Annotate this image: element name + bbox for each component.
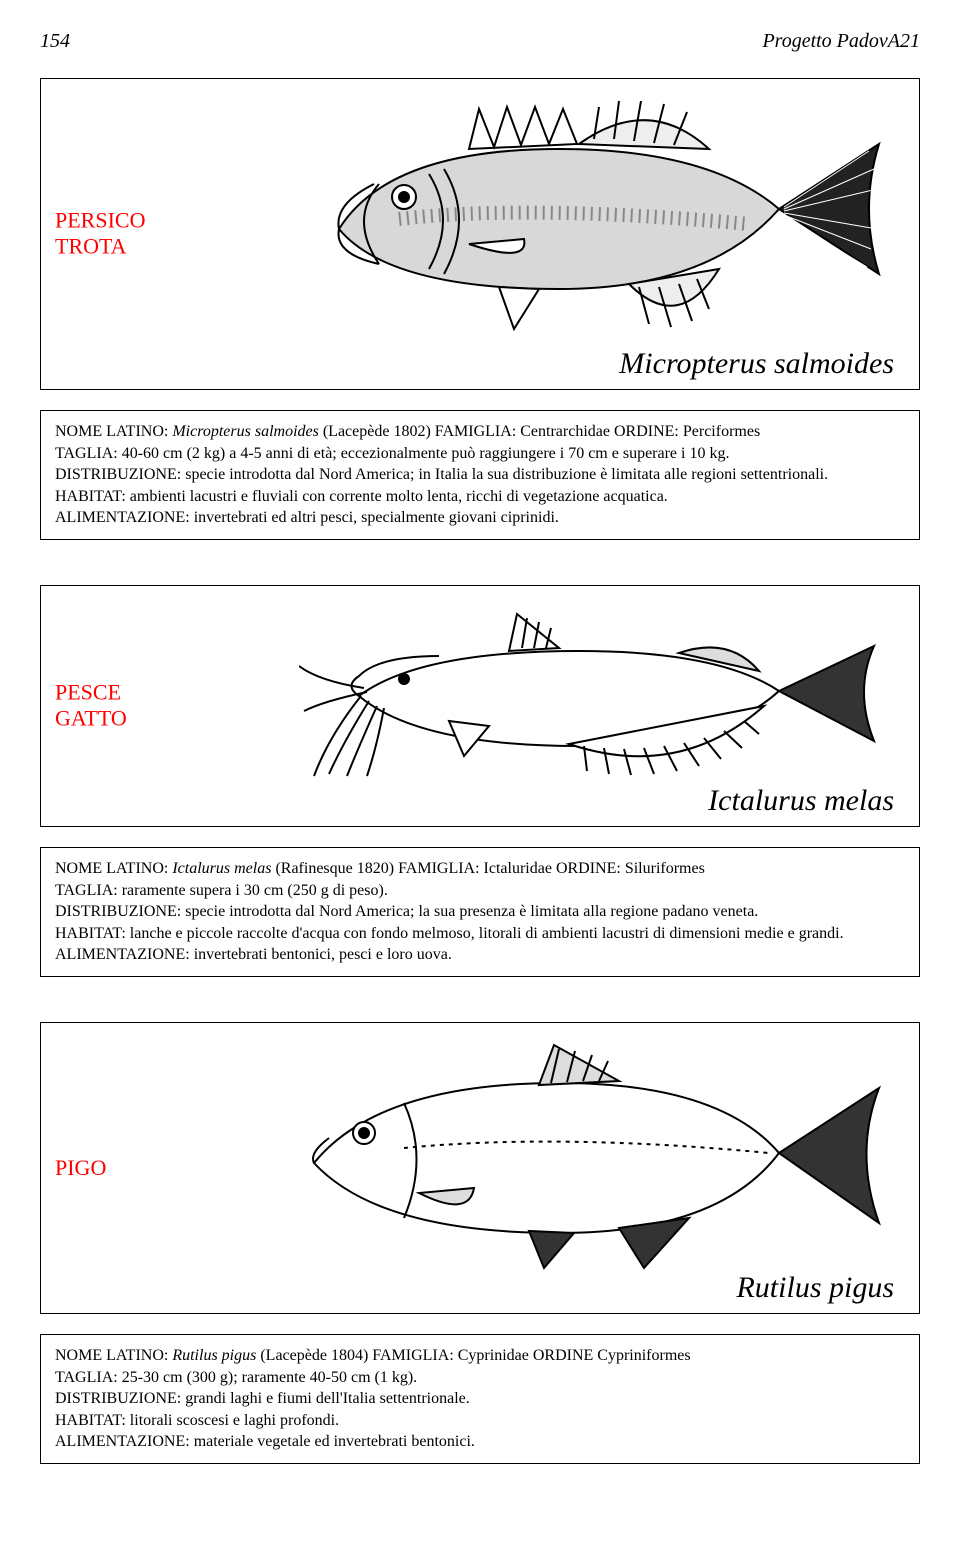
line-alimentazione: ALIMENTAZIONE: materiale vegetale ed inv… — [55, 1431, 905, 1453]
line-habitat: HABITAT: ambienti lacustri e fluviali co… — [55, 486, 905, 508]
fish-illustration-catfish — [299, 596, 899, 786]
line-taglia: TAGLIA: 25-30 cm (300 g); raramente 40-5… — [55, 1367, 905, 1389]
species-entry-1: PERSICO TROTA — [40, 78, 920, 390]
line-nome-latino: NOME LATINO: Micropterus salmoides (Lace… — [55, 421, 905, 443]
species-description-2: NOME LATINO: Ictalurus melas (Rafinesque… — [40, 847, 920, 977]
species-entry-2: PESCE GATTO — [40, 585, 920, 827]
scientific-name-caption: Rutilus pigus — [736, 1271, 894, 1305]
page-number: 154 — [40, 30, 70, 53]
scientific-name-caption: Micropterus salmoides — [619, 347, 894, 381]
page-header: 154 Progetto PadovA21 — [40, 30, 920, 53]
common-name: PESCE GATTO — [55, 680, 127, 733]
illustration-box: PIGO — [41, 1023, 919, 1313]
species-description-1: NOME LATINO: Micropterus salmoides (Lace… — [40, 410, 920, 540]
line-alimentazione: ALIMENTAZIONE: invertebrati bentonici, p… — [55, 944, 905, 966]
scientific-name-caption: Ictalurus melas — [708, 784, 894, 818]
line-distribuzione: DISTRIBUZIONE: grandi laghi e fiumi dell… — [55, 1388, 905, 1410]
line-distribuzione: DISTRIBUZIONE: specie introdotta dal Nor… — [55, 464, 905, 486]
line-taglia: TAGLIA: 40-60 cm (2 kg) a 4-5 anni di et… — [55, 443, 905, 465]
common-name: PERSICO TROTA — [55, 208, 145, 261]
line-habitat: HABITAT: lanche e piccole raccolte d'acq… — [55, 923, 905, 945]
fish-illustration-pigo — [259, 1033, 899, 1273]
illustration-box: PESCE GATTO — [41, 586, 919, 826]
line-nome-latino: NOME LATINO: Rutilus pigus (Lacepède 180… — [55, 1345, 905, 1367]
common-name: PIGO — [55, 1155, 106, 1181]
line-nome-latino: NOME LATINO: Ictalurus melas (Rafinesque… — [55, 858, 905, 880]
line-habitat: HABITAT: litorali scoscesi e laghi profo… — [55, 1410, 905, 1432]
line-alimentazione: ALIMENTAZIONE: invertebrati ed altri pes… — [55, 507, 905, 529]
line-taglia: TAGLIA: raramente supera i 30 cm (250 g … — [55, 880, 905, 902]
illustration-box: PERSICO TROTA — [41, 79, 919, 389]
species-entry-3: PIGO — [40, 1022, 920, 1314]
line-distribuzione: DISTRIBUZIONE: specie introdotta dal Nor… — [55, 901, 905, 923]
fish-illustration-bass — [279, 89, 899, 339]
project-name: Progetto PadovA21 — [762, 30, 920, 53]
species-description-3: NOME LATINO: Rutilus pigus (Lacepède 180… — [40, 1334, 920, 1464]
